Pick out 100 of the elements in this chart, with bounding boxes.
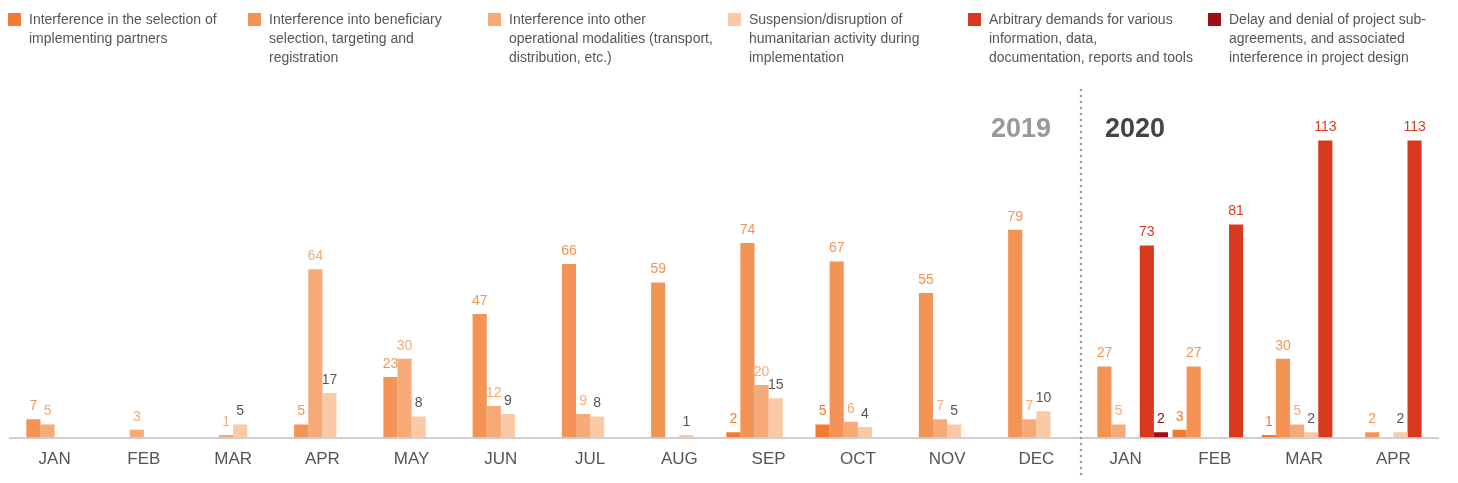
- bar: [1172, 429, 1187, 438]
- data-label: 113: [1403, 118, 1426, 135]
- bar: [472, 313, 487, 438]
- data-label: 47: [471, 291, 488, 308]
- data-label: 3: [132, 407, 141, 424]
- data-label: 5: [950, 402, 959, 419]
- data-label: 64: [307, 247, 324, 264]
- bar: [740, 242, 755, 438]
- data-label: 8: [414, 394, 423, 411]
- bar: [1407, 140, 1422, 438]
- data-label: 66: [561, 241, 577, 258]
- bar: [1304, 432, 1319, 438]
- bar: [829, 261, 844, 438]
- bar: [233, 424, 248, 438]
- x-tick-label: NOV: [928, 449, 967, 469]
- data-label: 6: [846, 399, 855, 416]
- data-label: 17: [321, 370, 338, 387]
- data-label: 2: [1368, 410, 1377, 427]
- data-label: 81: [1228, 202, 1245, 219]
- data-label: 23: [382, 354, 399, 371]
- legend-label: Suspension/disruption of humanitarian activity during implementation: [749, 10, 921, 67]
- annotation: 2020: [1105, 113, 1166, 144]
- bar: [1008, 229, 1023, 438]
- bar: [308, 269, 323, 438]
- data-label: 9: [579, 391, 588, 408]
- x-tick-label: FEB: [1198, 449, 1232, 469]
- x-tick-label: AUG: [660, 449, 698, 469]
- bar: [40, 424, 55, 438]
- bar: [1036, 411, 1051, 438]
- bar: [500, 413, 516, 438]
- x-tick-label: MAR: [214, 449, 253, 469]
- data-label: 5: [236, 402, 245, 419]
- bar: [1022, 419, 1037, 438]
- data-label: 2: [1396, 410, 1405, 427]
- data-label: 5: [43, 402, 52, 419]
- x-tick-label: JAN: [38, 449, 71, 469]
- bar: [1289, 424, 1305, 438]
- bar: [918, 292, 933, 438]
- bar: [411, 416, 426, 438]
- data-label: 59: [650, 260, 667, 277]
- legend-label: Interference in the selection of implementing partners: [29, 10, 218, 48]
- data-label: 113: [1314, 118, 1337, 135]
- bar: [768, 398, 783, 438]
- x-tick-label: SEP: [751, 449, 786, 469]
- data-label: 30: [1275, 336, 1291, 353]
- data-label: 3: [1175, 407, 1184, 424]
- bar: [1111, 424, 1126, 438]
- data-label: 10: [1035, 389, 1052, 406]
- bar: [1097, 366, 1112, 438]
- data-label: 7: [1025, 397, 1034, 414]
- bar: [1318, 140, 1333, 438]
- x-tick-label: MAR: [1285, 449, 1324, 469]
- data-label: 7: [29, 397, 38, 414]
- legend-label: Interference into other operational modalities (transport, distribution, etc.): [509, 10, 714, 67]
- data-label: 30: [396, 336, 413, 353]
- x-tick-label: DEC: [1018, 449, 1055, 469]
- data-label: 79: [1007, 207, 1024, 224]
- data-label: 2: [1157, 410, 1166, 427]
- data-label: 74: [739, 220, 756, 237]
- bar: [575, 413, 591, 438]
- bar: [1186, 366, 1201, 438]
- bar: [1393, 432, 1408, 438]
- bar: [857, 427, 873, 438]
- x-tick-label: JUN: [484, 449, 518, 469]
- x-tick-label: APR: [1375, 449, 1411, 469]
- data-label: 27: [1185, 344, 1202, 361]
- bar: [322, 392, 337, 438]
- data-label: 12: [486, 383, 502, 400]
- x-tick-label: JUL: [575, 449, 606, 469]
- data-label: 2: [729, 410, 738, 427]
- bar: [561, 264, 576, 438]
- bar: [486, 406, 501, 438]
- data-label: 4: [861, 404, 870, 421]
- bar: [947, 424, 962, 438]
- bar: [815, 424, 830, 438]
- data-label: 9: [504, 391, 513, 408]
- bar: [726, 432, 741, 438]
- legend-label: Arbitrary demands for various information, data, documentation, reports and tools: [989, 10, 1194, 67]
- bar: [26, 419, 41, 438]
- bar: [932, 419, 948, 438]
- data-label: 5: [1293, 402, 1302, 419]
- bar: [651, 282, 666, 438]
- data-label: 27: [1096, 344, 1113, 361]
- bar: [397, 358, 412, 438]
- bar: [1275, 358, 1290, 438]
- bar: [590, 416, 605, 438]
- bar: [383, 377, 398, 438]
- bar: [754, 385, 769, 438]
- data-label: 1: [682, 412, 691, 429]
- data-label: 67: [828, 239, 845, 256]
- x-tick-label: OCT: [839, 449, 876, 469]
- data-label: 5: [818, 402, 827, 419]
- data-label: 5: [297, 402, 306, 419]
- bar: [1229, 224, 1244, 438]
- x-tick-label: APR: [304, 449, 340, 469]
- data-label: 2: [1307, 410, 1316, 427]
- x-tick-label: MAY: [393, 449, 430, 469]
- data-label: 73: [1139, 223, 1155, 240]
- x-tick-label: JAN: [1109, 449, 1142, 469]
- bar: [843, 421, 858, 438]
